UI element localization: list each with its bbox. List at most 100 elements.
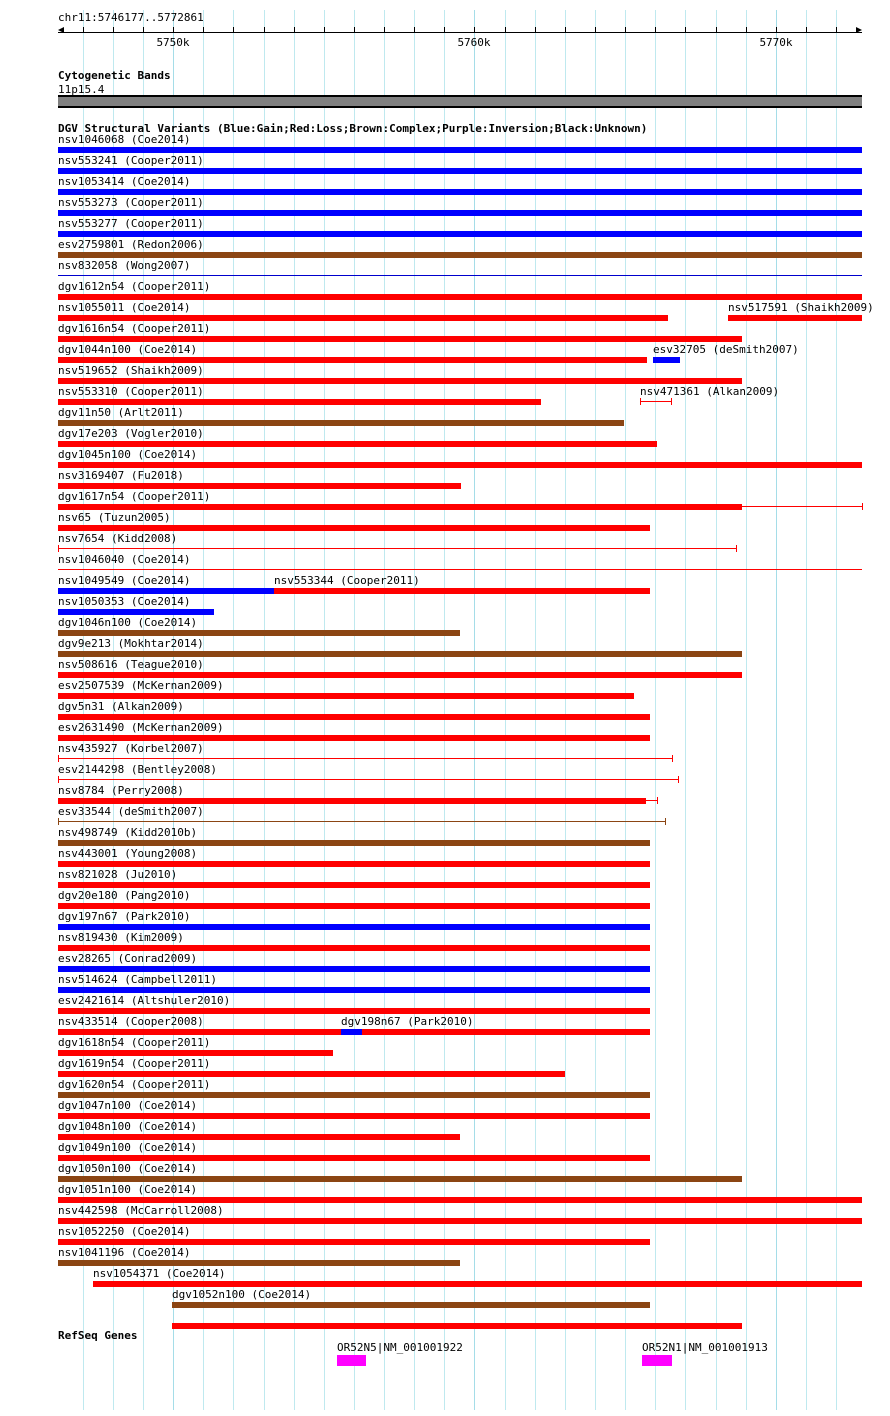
- variant-bar[interactable]: [341, 1029, 362, 1035]
- variant-bar[interactable]: [58, 966, 650, 972]
- variant-row[interactable]: dgv1044n100 (Coe2014): [0, 344, 890, 365]
- variant-bar[interactable]: [58, 1050, 333, 1056]
- variant-thin-line[interactable]: [58, 821, 665, 822]
- variant-bar[interactable]: [58, 483, 461, 489]
- variant-row[interactable]: dgv20e180 (Pang2010): [0, 890, 890, 911]
- variant-row[interactable]: nsv498749 (Kidd2010b): [0, 827, 890, 848]
- variant-thin-line[interactable]: [640, 401, 671, 402]
- variant-row[interactable]: dgv1047n100 (Coe2014): [0, 1100, 890, 1121]
- variant-bar[interactable]: [58, 504, 742, 510]
- variant-row[interactable]: nsv1053414 (Coe2014): [0, 176, 890, 197]
- variant-row[interactable]: nsv435927 (Korbel2007): [0, 743, 890, 764]
- variant-row[interactable]: dgv5n31 (Alkan2009): [0, 701, 890, 722]
- variant-bar[interactable]: [58, 1113, 650, 1119]
- variant-row[interactable]: nsv7654 (Kidd2008): [0, 533, 890, 554]
- variant-bar[interactable]: [274, 588, 650, 594]
- variant-row[interactable]: dgv1046n100 (Coe2014): [0, 617, 890, 638]
- variant-bar[interactable]: [58, 378, 742, 384]
- variant-row[interactable]: nsv1054371 (Coe2014): [0, 1268, 890, 1289]
- variant-row[interactable]: dgv198n67 (Park2010): [0, 1016, 890, 1037]
- variant-bar[interactable]: [58, 399, 541, 405]
- gene-exon-box[interactable]: [642, 1355, 672, 1366]
- variant-row[interactable]: nsv553344 (Cooper2011): [0, 575, 890, 596]
- variant-bar[interactable]: [58, 588, 366, 594]
- variant-bar[interactable]: [58, 231, 862, 237]
- variant-bar[interactable]: [58, 1092, 650, 1098]
- variant-row[interactable]: dgv1612n54 (Cooper2011): [0, 281, 890, 302]
- variant-row[interactable]: nsv517591 (Shaikh2009): [0, 302, 890, 323]
- variant-bar[interactable]: [58, 672, 742, 678]
- variant-bar[interactable]: [93, 1281, 862, 1287]
- variant-row[interactable]: nsv553310 (Cooper2011): [0, 386, 890, 407]
- variant-row[interactable]: nsv8784 (Perry2008): [0, 785, 890, 806]
- variant-bar[interactable]: [58, 1134, 460, 1140]
- variant-row[interactable]: dgv1616n54 (Cooper2011): [0, 323, 890, 344]
- variant-bar[interactable]: [58, 315, 668, 321]
- variant-row[interactable]: nsv443001 (Young2008): [0, 848, 890, 869]
- variant-row[interactable]: esv2144298 (Bentley2008): [0, 764, 890, 785]
- variant-row[interactable]: dgv1619n54 (Cooper2011): [0, 1058, 890, 1079]
- variant-row[interactable]: nsv442598 (McCarroll2008): [0, 1205, 890, 1226]
- variant-bar[interactable]: [58, 294, 862, 300]
- variant-bar[interactable]: [58, 210, 862, 216]
- variant-row[interactable]: dgv1049n100 (Coe2014): [0, 1142, 890, 1163]
- variant-row[interactable]: dgv1617n54 (Cooper2011): [0, 491, 890, 512]
- variant-bar[interactable]: [172, 1302, 650, 1308]
- variant-thin-line[interactable]: [58, 275, 862, 276]
- variant-row[interactable]: nsv471361 (Alkan2009): [0, 386, 890, 407]
- variant-row[interactable]: dgv1618n54 (Cooper2011): [0, 1037, 890, 1058]
- variant-row[interactable]: dgv9e213 (Mokhtar2014): [0, 638, 890, 659]
- variant-bar[interactable]: [58, 252, 862, 258]
- variant-bar[interactable]: [58, 798, 646, 804]
- variant-row[interactable]: nsv1046068 (Coe2014): [0, 134, 890, 155]
- gene-exon-box[interactable]: [337, 1355, 366, 1366]
- variant-row[interactable]: nsv514624 (Campbell2011): [0, 974, 890, 995]
- variant-thin-line[interactable]: [58, 548, 736, 549]
- variant-bar[interactable]: [58, 693, 634, 699]
- variant-row[interactable]: nsv1046040 (Coe2014): [0, 554, 890, 575]
- variant-row[interactable]: esv33544 (deSmith2007): [0, 806, 890, 827]
- variant-row[interactable]: dgv1050n100 (Coe2014): [0, 1163, 890, 1184]
- variant-bar[interactable]: [58, 168, 862, 174]
- variant-row[interactable]: nsv553273 (Cooper2011): [0, 197, 890, 218]
- variant-bar[interactable]: [58, 336, 742, 342]
- variant-row[interactable]: esv28265 (Conrad2009): [0, 953, 890, 974]
- variant-bar[interactable]: [58, 147, 862, 153]
- variant-bar[interactable]: [58, 1071, 565, 1077]
- variant-row[interactable]: nsv819430 (Kim2009): [0, 932, 890, 953]
- variant-bar[interactable]: [58, 735, 650, 741]
- variant-bar[interactable]: [58, 189, 862, 195]
- variant-bar[interactable]: [58, 987, 650, 993]
- variant-bar[interactable]: [58, 609, 214, 615]
- variant-bar[interactable]: [58, 1008, 650, 1014]
- variant-row[interactable]: esv2421614 (Altshuler2010): [0, 995, 890, 1016]
- variant-bar[interactable]: [58, 651, 742, 657]
- variant-row[interactable]: nsv65 (Tuzun2005): [0, 512, 890, 533]
- variant-bar[interactable]: [58, 630, 460, 636]
- variant-row[interactable]: [0, 1310, 890, 1331]
- variant-row[interactable]: nsv3169407 (Fu2018): [0, 470, 890, 491]
- variant-bar[interactable]: [58, 945, 650, 951]
- variant-bar[interactable]: [58, 462, 862, 468]
- variant-bar[interactable]: [58, 525, 650, 531]
- variant-row[interactable]: nsv821028 (Ju2010): [0, 869, 890, 890]
- variant-bar[interactable]: [58, 1176, 742, 1182]
- variant-row[interactable]: dgv1051n100 (Coe2014): [0, 1184, 890, 1205]
- variant-bar[interactable]: [58, 1239, 650, 1245]
- variant-row[interactable]: esv2507539 (McKernan2009): [0, 680, 890, 701]
- variant-row[interactable]: nsv1041196 (Coe2014): [0, 1247, 890, 1268]
- variant-row[interactable]: dgv1048n100 (Coe2014): [0, 1121, 890, 1142]
- variant-bar[interactable]: [58, 903, 650, 909]
- variant-bar[interactable]: [728, 315, 862, 321]
- variant-row[interactable]: esv2631490 (McKernan2009): [0, 722, 890, 743]
- variant-bar[interactable]: [58, 882, 650, 888]
- variant-bar[interactable]: [58, 924, 650, 930]
- variant-row[interactable]: esv2759801 (Redon2006): [0, 239, 890, 260]
- variant-row[interactable]: nsv553277 (Cooper2011): [0, 218, 890, 239]
- variant-thin-line[interactable]: [58, 569, 862, 570]
- variant-bar[interactable]: [58, 1197, 862, 1203]
- variant-bar[interactable]: [58, 1218, 862, 1224]
- variant-bar[interactable]: [58, 1155, 650, 1161]
- variant-row[interactable]: dgv1052n100 (Coe2014): [0, 1289, 890, 1310]
- variant-row[interactable]: nsv1049549 (Coe2014): [0, 575, 890, 596]
